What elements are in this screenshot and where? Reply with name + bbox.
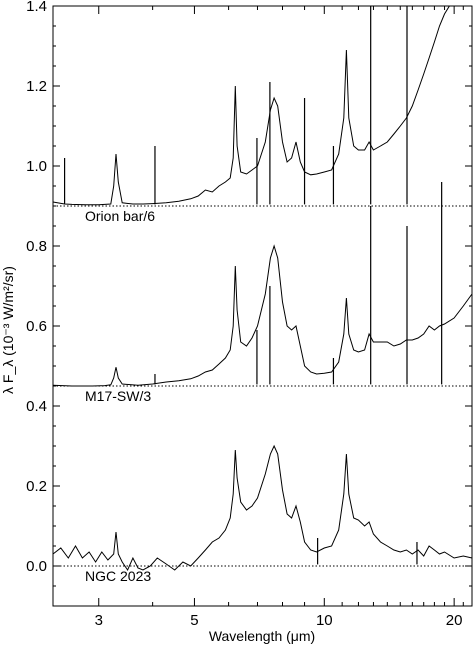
- y-tick-label: 0.6: [26, 318, 47, 335]
- spectrum-line-0: [52, 5, 455, 206]
- baselines: [53, 205, 472, 567]
- series-label-0: Orion bar/6: [85, 208, 155, 224]
- x-tick-label: 10: [316, 612, 333, 629]
- x-tick-label: 5: [190, 612, 198, 629]
- tick-labels: 0.0 0.2 0.4 0.6 0.8 1.0 1.2 1.4 3 5 10 20: [26, 0, 462, 629]
- axis-ticks: [53, 5, 473, 607]
- y-axis-label: λ F_λ (10⁻³ W/m²/sr): [0, 266, 16, 394]
- y-tick-label: 1.2: [26, 78, 47, 95]
- spectrum-line-2: [52, 444, 473, 572]
- y-tick-label: 0.2: [26, 478, 47, 495]
- series-labels: Orion bar/6 M17-SW/3 NGC 2023: [85, 208, 155, 584]
- y-tick-label: 0.4: [26, 398, 47, 415]
- x-tick-label: 20: [446, 612, 463, 629]
- y-tick-label: 0.0: [26, 558, 47, 575]
- series-label-2: NGC 2023: [85, 568, 151, 584]
- series-label-1: M17-SW/3: [85, 388, 151, 404]
- x-axis-label: Wavelength (μm): [209, 628, 315, 644]
- spectrum-line-1: [52, 244, 473, 387]
- y-tick-label: 1.4: [26, 0, 47, 15]
- y-tick-label: 0.8: [26, 238, 47, 255]
- y-tick-label: 1.0: [26, 158, 47, 175]
- series-group: [52, 5, 473, 572]
- x-tick-label: 3: [95, 612, 103, 629]
